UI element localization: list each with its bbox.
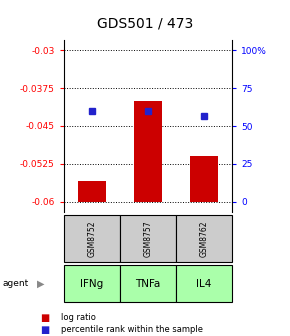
Text: ▶: ▶ xyxy=(37,279,44,289)
Text: percentile rank within the sample: percentile rank within the sample xyxy=(61,326,203,334)
Bar xyxy=(134,101,162,202)
Text: ■: ■ xyxy=(41,325,50,335)
Bar xyxy=(78,181,106,202)
Bar xyxy=(190,156,218,202)
Text: GSM8752: GSM8752 xyxy=(87,220,96,257)
Text: GSM8762: GSM8762 xyxy=(200,220,209,257)
Text: GDS501 / 473: GDS501 / 473 xyxy=(97,17,193,31)
Text: IFNg: IFNg xyxy=(80,279,104,289)
Text: log ratio: log ratio xyxy=(61,313,96,322)
Text: TNFa: TNFa xyxy=(135,279,161,289)
Text: IL4: IL4 xyxy=(196,279,212,289)
Text: ■: ■ xyxy=(41,312,50,323)
Text: GSM8757: GSM8757 xyxy=(143,220,153,257)
Text: agent: agent xyxy=(3,280,29,288)
